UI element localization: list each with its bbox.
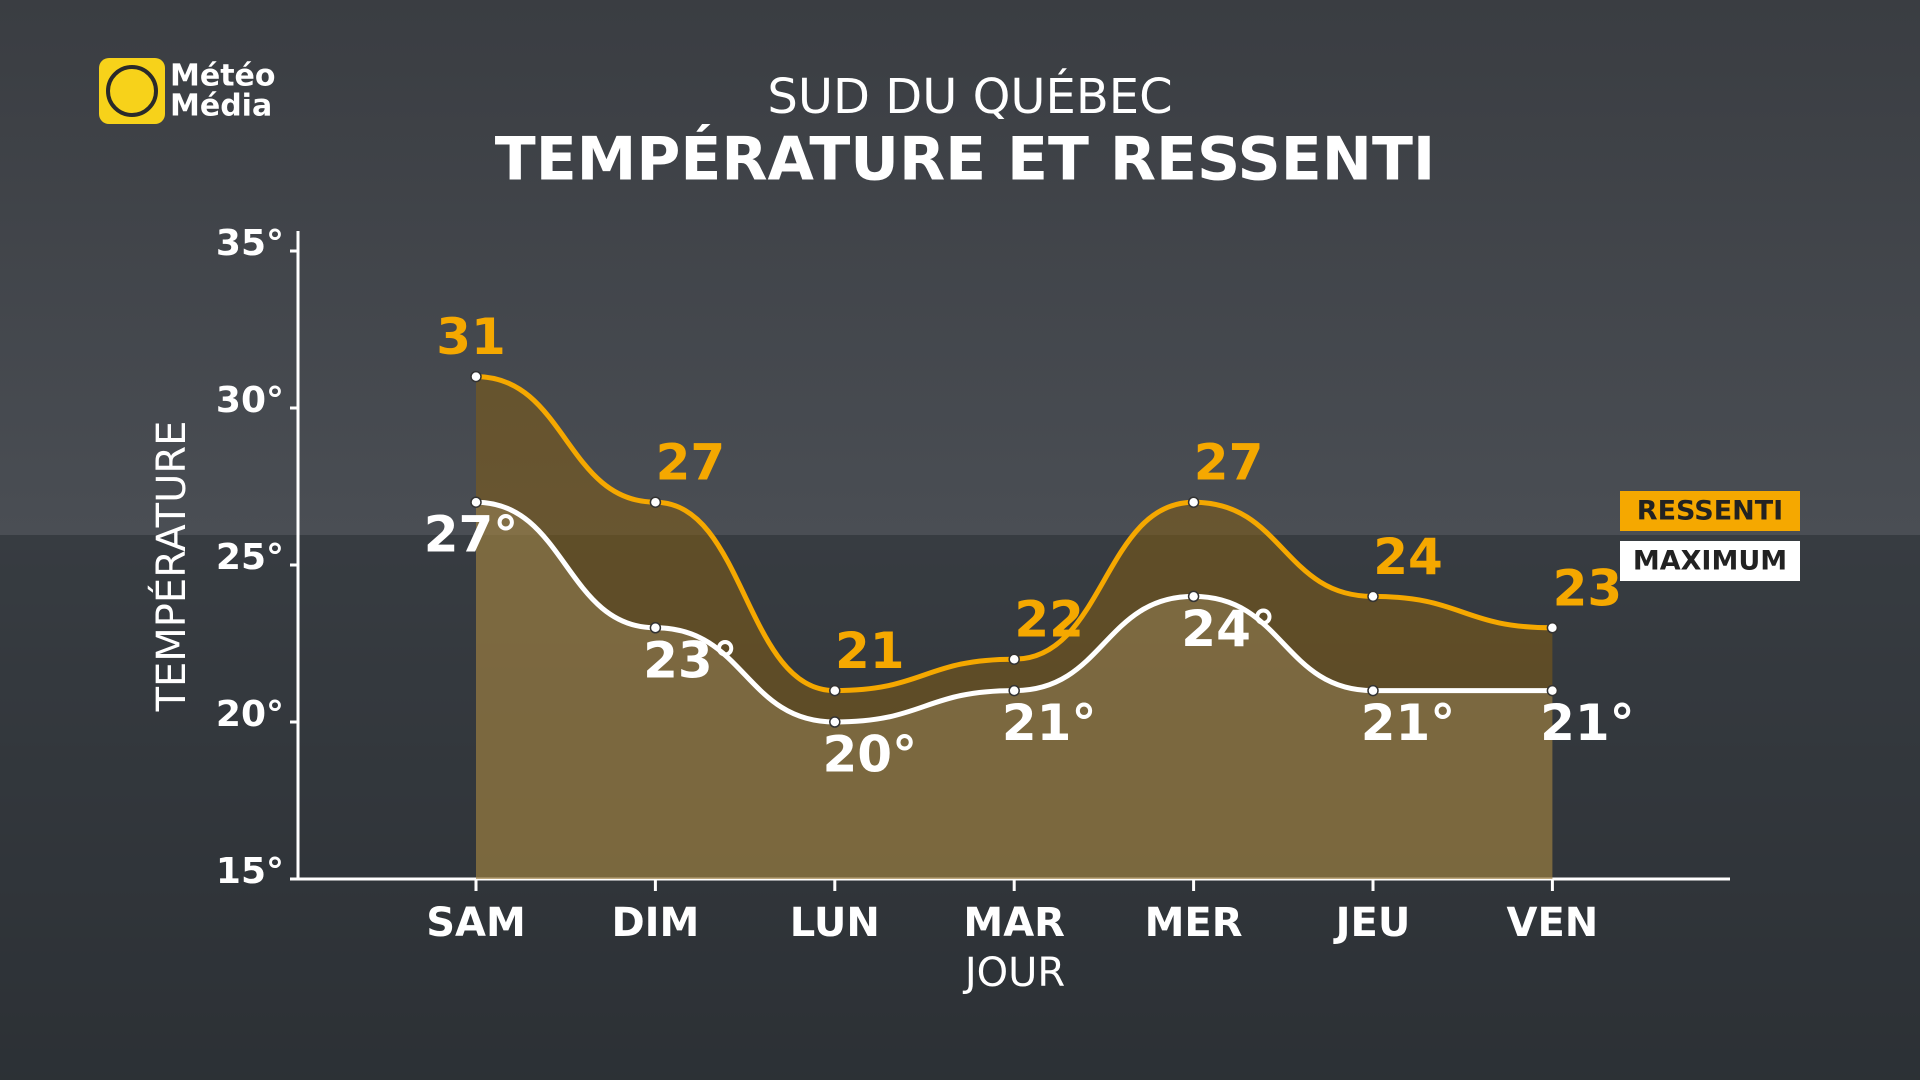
y-tick-label: 20° bbox=[216, 694, 284, 735]
data-label: 21 bbox=[835, 622, 905, 680]
x-tick-label: LUN bbox=[790, 900, 880, 946]
legend-label: MAXIMUM bbox=[1633, 546, 1787, 577]
point bbox=[649, 622, 662, 634]
point bbox=[649, 496, 662, 508]
data-label: 24 bbox=[1373, 528, 1443, 586]
x-axis-label: JOUR bbox=[962, 950, 1065, 996]
x-tick-label: SAM bbox=[426, 900, 526, 946]
data-label: 31 bbox=[436, 308, 506, 366]
logo-text: Média bbox=[170, 89, 272, 124]
point bbox=[1546, 684, 1559, 697]
data-label: 21° bbox=[1540, 694, 1635, 752]
x-tick-label: DIM bbox=[611, 900, 699, 946]
point bbox=[1008, 653, 1020, 665]
y-tick-label: 25° bbox=[216, 537, 284, 578]
logo-globe bbox=[106, 65, 158, 117]
data-label: 27° bbox=[424, 506, 519, 564]
point bbox=[1187, 590, 1200, 603]
x-tick-label: JEU bbox=[1333, 900, 1411, 946]
point bbox=[829, 716, 841, 728]
point bbox=[470, 370, 482, 383]
logo: Météo Média bbox=[99, 58, 276, 124]
point bbox=[1367, 684, 1379, 697]
data-label: 21° bbox=[1002, 694, 1097, 752]
data-label: 23° bbox=[643, 631, 738, 689]
point bbox=[1008, 684, 1020, 697]
x-tick-label: MAR bbox=[963, 900, 1065, 946]
plot: 15° 20° 25° 30° 35° SAM DIM LUN MAR MER JEU VEN 31 27… bbox=[216, 223, 1800, 946]
y-tick-label: 35° bbox=[216, 223, 284, 264]
legend-label: RESSENTI bbox=[1637, 496, 1783, 527]
data-label: 20° bbox=[823, 726, 918, 784]
data-label: 27 bbox=[656, 434, 726, 492]
data-label: 27 bbox=[1194, 434, 1264, 492]
legend-swatch bbox=[1620, 491, 1800, 531]
chart-title: TEMPÉRATURE ET RESSENTI bbox=[495, 123, 1435, 195]
y-axis-label: TEMPÉRATURE bbox=[147, 421, 195, 713]
point bbox=[829, 684, 841, 697]
area bbox=[476, 376, 1553, 879]
chart-subtitle: SUD DU QUÉBEC bbox=[767, 68, 1172, 125]
data-label: 24° bbox=[1181, 600, 1276, 658]
point bbox=[1367, 590, 1379, 603]
logo-text: Météo bbox=[170, 59, 276, 94]
point bbox=[470, 496, 482, 508]
y-tick-label: 15° bbox=[216, 851, 284, 892]
point bbox=[1546, 622, 1559, 634]
legend-swatch bbox=[1620, 541, 1800, 581]
point bbox=[1187, 496, 1200, 508]
data-label: 22 bbox=[1014, 591, 1084, 649]
data-label: 23 bbox=[1553, 559, 1623, 617]
data-label: 21° bbox=[1361, 694, 1456, 752]
x-tick-label: MER bbox=[1145, 900, 1243, 946]
x-tick-label: VEN bbox=[1507, 900, 1599, 946]
y-tick-label: 30° bbox=[216, 380, 284, 421]
